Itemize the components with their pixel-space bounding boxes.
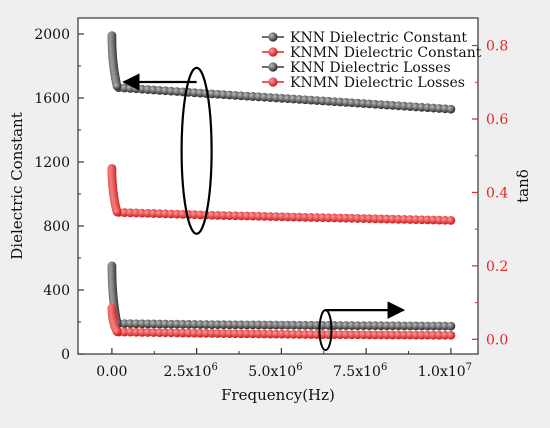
- axes: 0.00 2.5x106 5.0x106 7.5x106 1.0x10704008001…: [34, 27, 508, 380]
- annotation-ellipse-dielectric: [180, 66, 213, 235]
- x-tick-label: 0.00: [96, 364, 127, 380]
- plot-area: [77, 17, 479, 355]
- series-knmn-dielectric-constant: [107, 164, 456, 225]
- legend-item: KNMN Dielectric Losses: [262, 75, 465, 91]
- left-y-tick-label: 2000: [34, 27, 70, 43]
- x-tick-label-base: 5.0x10: [248, 364, 296, 380]
- right-y-axis-label: tanδ: [514, 169, 532, 203]
- x-tick-label-exponent: 6: [211, 362, 217, 373]
- x-tick-label: 7.5x106: [333, 362, 387, 380]
- x-tick-label-base: 2.5x10: [163, 364, 211, 380]
- left-y-axis-label: Dielectric Constant: [8, 112, 26, 259]
- legend-marker: [268, 32, 278, 42]
- left-y-tick-label: 1600: [34, 91, 70, 107]
- left-y-tick-label: 1200: [34, 155, 70, 171]
- data-marks: [107, 31, 456, 340]
- legend-marker: [268, 62, 278, 72]
- x-tick-label-exponent: 6: [381, 362, 387, 373]
- x-tick-label-exponent: 6: [296, 362, 302, 373]
- legend-item: KNN Dielectric Constant: [262, 30, 467, 46]
- legend-label: KNN Dielectric Constant: [290, 30, 467, 46]
- annotations: [122, 66, 406, 352]
- x-tick-label-base: 1.0x10: [418, 364, 466, 380]
- left-y-tick-label: 800: [43, 219, 70, 235]
- data-point: [112, 81, 122, 91]
- x-tick-label-exponent: 7: [466, 362, 472, 373]
- data-point: [446, 321, 456, 331]
- right-y-tick-label: 0.8: [486, 39, 508, 55]
- legend-label: KNMN Dielectric Constant: [290, 45, 482, 61]
- legend-item: KNMN Dielectric Constant: [262, 45, 482, 61]
- legend-marker: [268, 47, 278, 57]
- data-point: [446, 104, 456, 114]
- left-y-tick-label: 0: [61, 347, 70, 363]
- right-y-tick-label: 0.0: [486, 332, 508, 348]
- legend-label: KNN Dielectric Losses: [290, 60, 451, 76]
- left-y-tick-label: 400: [43, 283, 70, 299]
- series-knn-dielectric-constant: [107, 31, 456, 114]
- data-point: [112, 207, 122, 217]
- legend-item: KNN Dielectric Losses: [262, 60, 451, 76]
- x-tick-label-base: 0.00: [96, 364, 127, 380]
- right-y-tick-label: 0.6: [486, 112, 508, 128]
- x-tick-label: 5.0x106: [248, 362, 302, 380]
- data-point: [446, 330, 456, 340]
- data-point: [112, 327, 122, 336]
- x-tick-label: 1.0x107: [418, 362, 472, 380]
- legend-marker: [268, 77, 278, 87]
- x-axis-label: Frequency(Hz): [221, 386, 335, 404]
- series-knmn-dielectric-losses: [107, 303, 456, 340]
- right-y-tick-label: 0.4: [486, 185, 508, 201]
- right-y-tick-label: 0.2: [486, 259, 508, 275]
- data-point: [446, 216, 456, 225]
- legend-label: KNMN Dielectric Losses: [290, 75, 465, 91]
- x-tick-label: 2.5x106: [163, 362, 217, 380]
- x-tick-label-base: 7.5x10: [333, 364, 381, 380]
